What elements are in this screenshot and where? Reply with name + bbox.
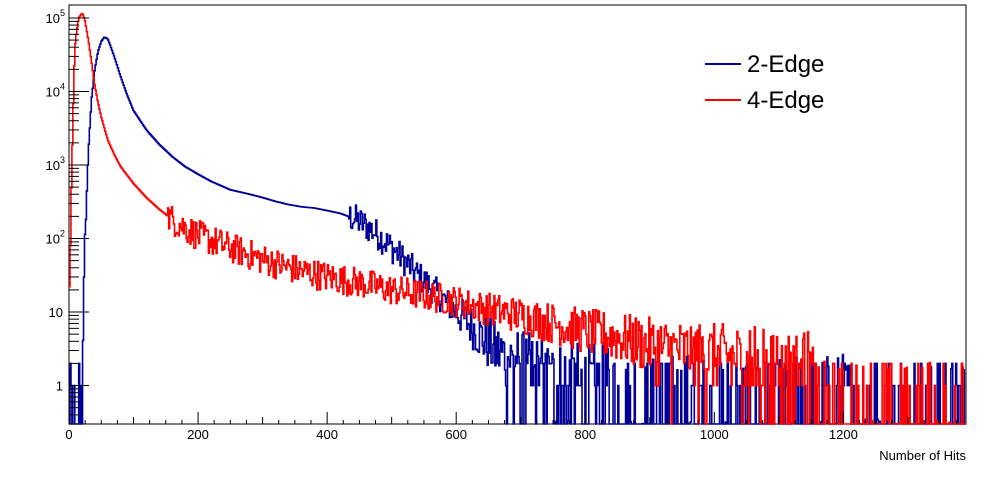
series-line-4-edge <box>69 12 967 425</box>
legend: 2-Edge 4-Edge <box>705 51 824 114</box>
y-tick-label: 105 <box>46 8 65 26</box>
y-tick-label: 10 <box>49 305 63 320</box>
y-axis: 1 10 102 103 104 105 <box>46 8 89 425</box>
x-tick-label: 1200 <box>829 427 858 442</box>
x-tick-label: 1000 <box>700 427 729 442</box>
legend-label-4-edge: 4-Edge <box>747 87 824 114</box>
y-tick-label: 104 <box>46 81 65 99</box>
x-tick-label: 600 <box>445 427 467 442</box>
x-tick-label: 800 <box>574 427 596 442</box>
legend-label-2-edge: 2-Edge <box>747 51 824 78</box>
y-tick-label: 103 <box>46 155 65 173</box>
x-tick-label: 0 <box>65 427 72 442</box>
y-tick-label: 102 <box>46 229 65 247</box>
y-tick-label: 1 <box>56 379 63 394</box>
x-axis-label: Number of Hits <box>879 448 966 463</box>
x-axis: 0 200 400 600 800 1000 1200 <box>65 412 957 442</box>
series-layer <box>69 12 967 425</box>
x-tick-label: 400 <box>316 427 338 442</box>
x-tick-label: 200 <box>187 427 209 442</box>
